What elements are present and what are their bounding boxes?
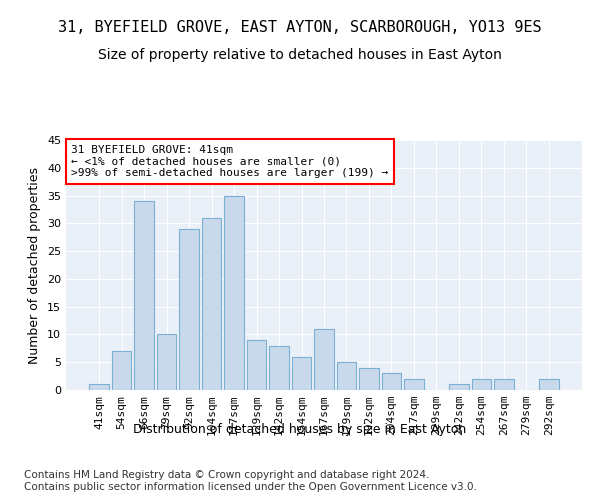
Bar xyxy=(157,334,176,390)
Bar xyxy=(449,384,469,390)
Bar xyxy=(247,340,266,390)
Bar xyxy=(269,346,289,390)
Bar xyxy=(224,196,244,390)
Bar xyxy=(382,374,401,390)
Text: Distribution of detached houses by size in East Ayton: Distribution of detached houses by size … xyxy=(133,422,467,436)
Bar xyxy=(292,356,311,390)
Bar xyxy=(89,384,109,390)
Bar xyxy=(337,362,356,390)
Text: 31 BYEFIELD GROVE: 41sqm
← <1% of detached houses are smaller (0)
>99% of semi-d: 31 BYEFIELD GROVE: 41sqm ← <1% of detach… xyxy=(71,145,388,178)
Text: Contains HM Land Registry data © Crown copyright and database right 2024.
Contai: Contains HM Land Registry data © Crown c… xyxy=(24,470,477,492)
Bar xyxy=(314,329,334,390)
Bar xyxy=(134,201,154,390)
Bar xyxy=(539,379,559,390)
Bar xyxy=(404,379,424,390)
Bar xyxy=(494,379,514,390)
Bar xyxy=(179,229,199,390)
Text: 31, BYEFIELD GROVE, EAST AYTON, SCARBOROUGH, YO13 9ES: 31, BYEFIELD GROVE, EAST AYTON, SCARBORO… xyxy=(58,20,542,35)
Bar xyxy=(112,351,131,390)
Text: Size of property relative to detached houses in East Ayton: Size of property relative to detached ho… xyxy=(98,48,502,62)
Bar xyxy=(202,218,221,390)
Bar xyxy=(472,379,491,390)
Bar xyxy=(359,368,379,390)
Y-axis label: Number of detached properties: Number of detached properties xyxy=(28,166,41,364)
